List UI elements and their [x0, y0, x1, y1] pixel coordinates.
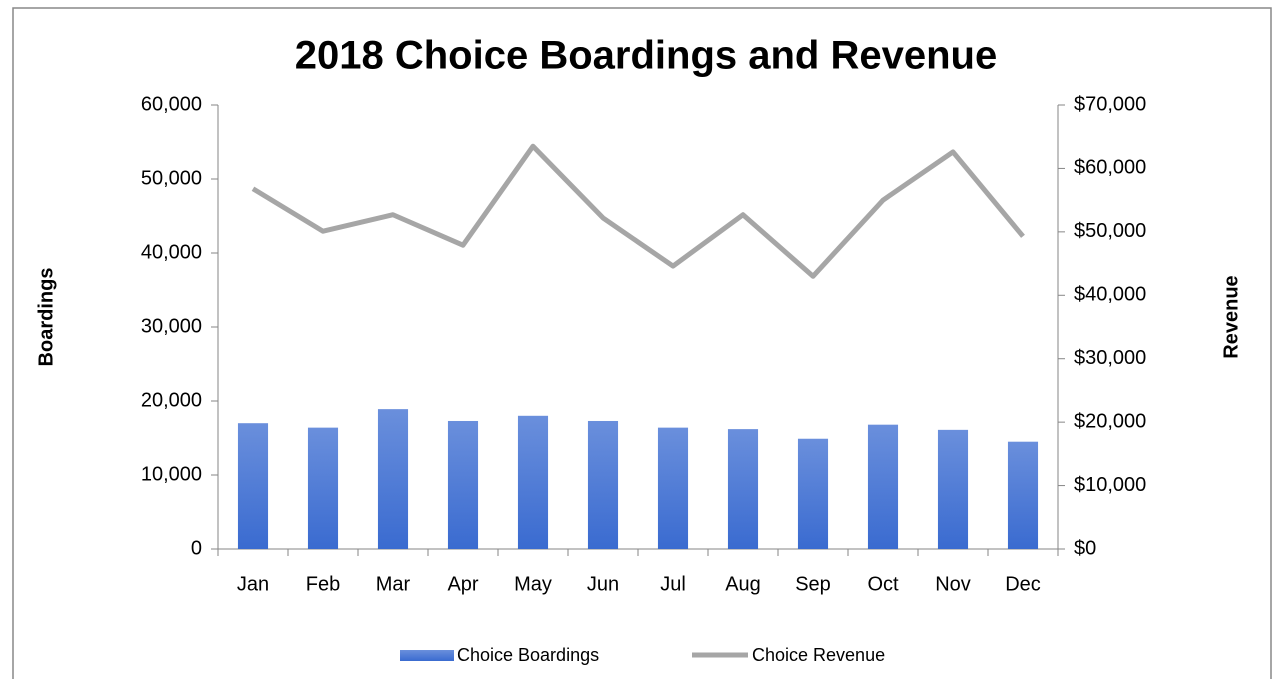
bar [867, 424, 899, 549]
y2-tick-label: $50,000 [1074, 220, 1146, 242]
y2-axis-label: Revenue [1220, 275, 1242, 358]
x-tick-label: Jun [587, 573, 619, 595]
y2-tick-label: $60,000 [1074, 157, 1146, 179]
bar [377, 409, 409, 549]
y-tick-label: 40,000 [141, 241, 202, 263]
y-tick-label: 10,000 [141, 463, 202, 485]
y-tick-label: 50,000 [141, 167, 202, 189]
bar [1007, 441, 1039, 549]
x-tick-label: Jul [660, 573, 686, 595]
y-tick-label: 60,000 [141, 93, 202, 115]
x-tick-label: Aug [725, 573, 761, 595]
x-tick-label: Jan [237, 573, 269, 595]
y-axis-label: Boardings [35, 268, 57, 367]
legend-swatch [400, 650, 454, 661]
y-tick-label: 30,000 [141, 315, 202, 337]
line [251, 143, 1025, 279]
x-tick-label: May [514, 573, 552, 595]
bar [727, 429, 759, 549]
x-tick-label: Mar [376, 573, 411, 595]
y2-tick-label: $10,000 [1074, 474, 1146, 496]
x-tick-label: Nov [935, 573, 971, 595]
x-tick-label: Dec [1005, 573, 1041, 595]
chart-title: 2018 Choice Boardings and Revenue [295, 34, 997, 78]
y2-tick-label: $70,000 [1074, 93, 1146, 115]
bar [937, 429, 969, 549]
bar [797, 438, 829, 549]
legend-label: Choice Boardings [457, 645, 599, 665]
x-tick-label: Oct [867, 573, 899, 595]
x-tick-label: Apr [447, 573, 478, 595]
x-tick-label: Feb [306, 573, 340, 595]
bar [447, 420, 479, 549]
y2-tick-label: $0 [1074, 537, 1096, 559]
x-tick-label: Sep [795, 573, 831, 595]
bar [587, 420, 619, 549]
y2-tick-label: $20,000 [1074, 410, 1146, 432]
y-tick-label: 0 [191, 537, 202, 559]
y-tick-label: 20,000 [141, 389, 202, 411]
legend-label: Choice Revenue [752, 645, 885, 665]
bar [237, 423, 269, 549]
bar [657, 427, 689, 549]
bar [517, 415, 549, 549]
y2-tick-label: $30,000 [1074, 347, 1146, 369]
bar [307, 427, 339, 549]
frame [12, 7, 1272, 679]
y2-tick-label: $40,000 [1074, 284, 1146, 306]
